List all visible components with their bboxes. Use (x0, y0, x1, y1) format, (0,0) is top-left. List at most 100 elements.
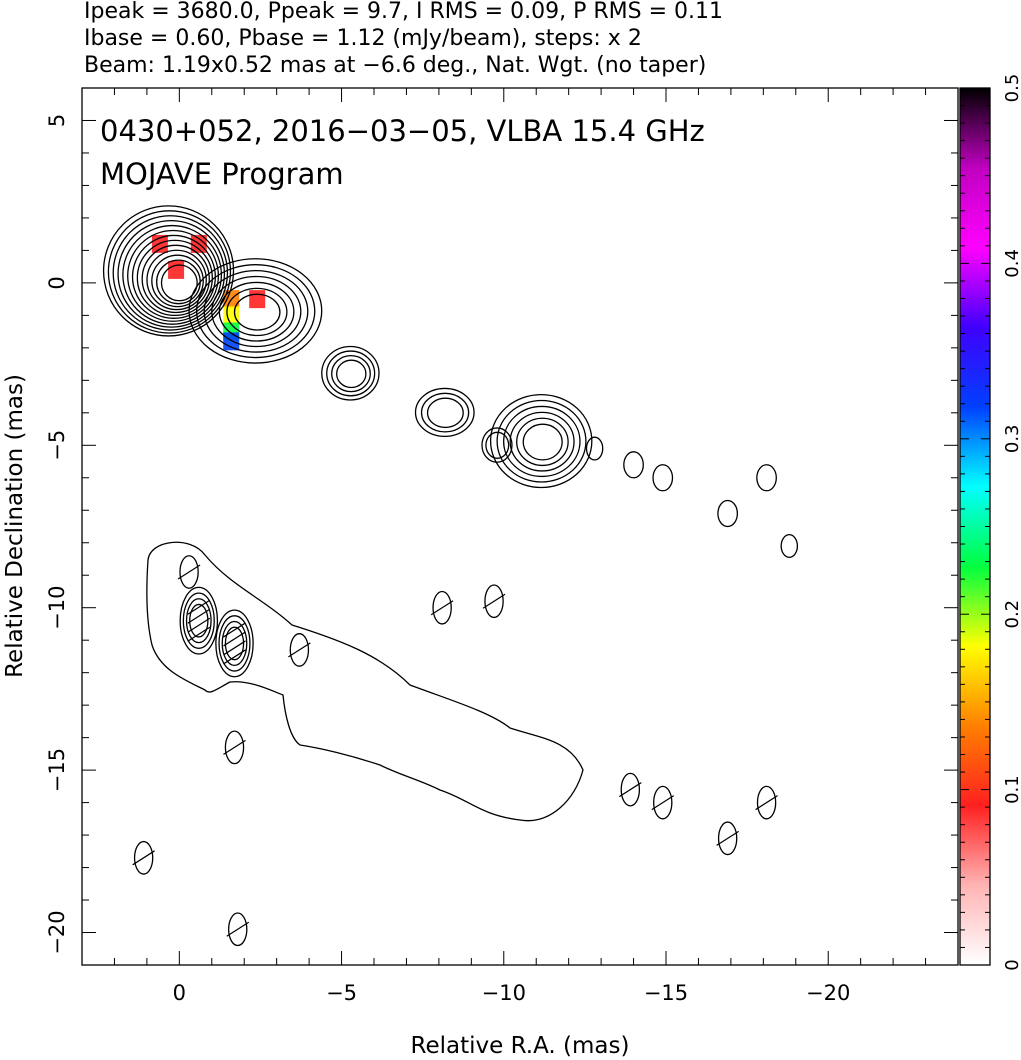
colorbar-tick-label: 0.5 (1002, 74, 1021, 103)
colorbar-tick-label: 0.2 (1002, 600, 1021, 629)
intensity-contour (485, 431, 510, 459)
y-axis-label: Relative Declination (mas) (2, 374, 28, 678)
x-tick-label: −15 (644, 981, 688, 1005)
plot-title-line-2: MOJAVE Program (100, 157, 344, 191)
polarized-contour (224, 626, 245, 661)
y-tick-label: −5 (45, 430, 69, 461)
intensity-contour (652, 464, 674, 492)
evpa-tick (618, 782, 642, 798)
intensity-contour (502, 405, 581, 478)
intensity-contour (717, 499, 739, 528)
evpa-tick (755, 795, 778, 811)
intensity-contour (218, 281, 295, 342)
y-tick-label: 0 (45, 276, 69, 289)
evpa-tick (223, 622, 246, 638)
evpa-tick (482, 593, 506, 609)
intensity-contour (107, 210, 232, 334)
y-tick-label: 5 (45, 114, 69, 127)
evpa-tick (187, 608, 211, 624)
x-tick-label: −10 (482, 981, 526, 1005)
polarized-contour (227, 912, 248, 947)
intensity-contour (136, 239, 213, 317)
jet-lowest-contour (146, 541, 584, 822)
intensity-contour (203, 269, 309, 353)
polarized-contour (432, 590, 452, 625)
intensity-contour (336, 359, 367, 389)
polarized-contour (717, 821, 738, 856)
axis-ticks: 0 −5 −10 −15 −20 5 0 −5 −10 −15 −20 (45, 87, 959, 1005)
evpa-tick (716, 830, 739, 846)
intensity-contour (151, 254, 204, 308)
header-line-1: Ipeak = 3680.0, Ppeak = 9.7, I RMS = 0.0… (84, 0, 723, 24)
polarized-contour (221, 620, 248, 667)
evpa-tick (187, 617, 211, 633)
evpa-tick (223, 739, 246, 755)
colorbar-ticks: 0 0.1 0.2 0.3 0.4 0.5 (960, 74, 1021, 971)
evpa-tick (651, 795, 675, 811)
header-line-2: Ibase = 0.60, Pbase = 1.12 (mJy/beam), s… (84, 26, 642, 51)
polarized-contour (289, 633, 310, 667)
evpa-ticks (132, 564, 778, 937)
colorbar-tick-label: 0.3 (1002, 424, 1021, 453)
intensity-contour (585, 436, 604, 461)
intensity-contour (516, 417, 569, 467)
polarization-pixel (249, 290, 266, 309)
intensity-contour (226, 287, 288, 337)
polarized-contour (189, 603, 209, 638)
intensity-contour (122, 224, 223, 325)
intensity-contour (481, 427, 513, 463)
evpa-tick (226, 921, 250, 937)
intensity-contour (127, 229, 220, 322)
intensity-contour (420, 392, 470, 433)
evpa-tick (187, 599, 211, 615)
intensity-contour (780, 533, 799, 559)
intensity-contour (414, 387, 475, 438)
intensity-contour (160, 264, 198, 302)
polarized-intensity-contours (133, 555, 777, 947)
intensity-contour (426, 397, 464, 429)
x-tick-label: −5 (326, 981, 357, 1005)
polarized-contour (756, 785, 777, 820)
total-intensity-contours (102, 205, 799, 559)
intensity-contour (146, 249, 207, 311)
intensity-contour (496, 399, 587, 483)
intensity-contour (623, 451, 644, 479)
plot-frame (81, 87, 959, 966)
intensity-contour (509, 411, 575, 472)
intensity-contour (117, 220, 226, 328)
y-tick-label: −10 (45, 586, 69, 630)
colorbar-tick-label: 0 (1002, 959, 1021, 970)
evpa-tick (177, 564, 201, 580)
polarized-contour (215, 609, 254, 678)
polarized-contour (620, 772, 641, 807)
evpa-tick (132, 850, 155, 866)
intensity-contour (321, 345, 380, 401)
polarized-contour (179, 586, 219, 655)
evpa-tick (187, 626, 211, 642)
x-axis-label: Relative R.A. (mas) (411, 1033, 630, 1059)
header-line-3: Beam: 1.19x0.52 mas at −6.6 deg., Nat. W… (84, 53, 706, 78)
intensity-contour (331, 354, 371, 393)
y-tick-label: −20 (45, 910, 69, 954)
intensity-contour (326, 350, 376, 397)
colorbar-tick-label: 0.4 (1002, 249, 1021, 278)
polarized-contour (653, 785, 673, 820)
intensity-contour (102, 205, 235, 337)
intensity-contour (211, 275, 302, 348)
intensity-contour (195, 264, 316, 359)
plot-title-line-1: 0430+052, 2016−03−05, VLBA 15.4 GHz (100, 114, 705, 148)
evpa-tick (430, 600, 454, 616)
x-tick-label: 0 (173, 981, 186, 1005)
evpa-tick (223, 631, 246, 647)
polarized-contour (185, 598, 212, 644)
polarized-contour (224, 730, 245, 765)
y-tick-label: −15 (45, 748, 69, 792)
intensity-contour (489, 393, 593, 489)
intensity-contour (112, 215, 229, 331)
colorbar-tick-label: 0.1 (1002, 775, 1021, 804)
evpa-tick (223, 640, 246, 656)
evpa-tick (223, 649, 246, 665)
polarized-contour (218, 615, 251, 672)
intensity-contour (188, 258, 323, 364)
